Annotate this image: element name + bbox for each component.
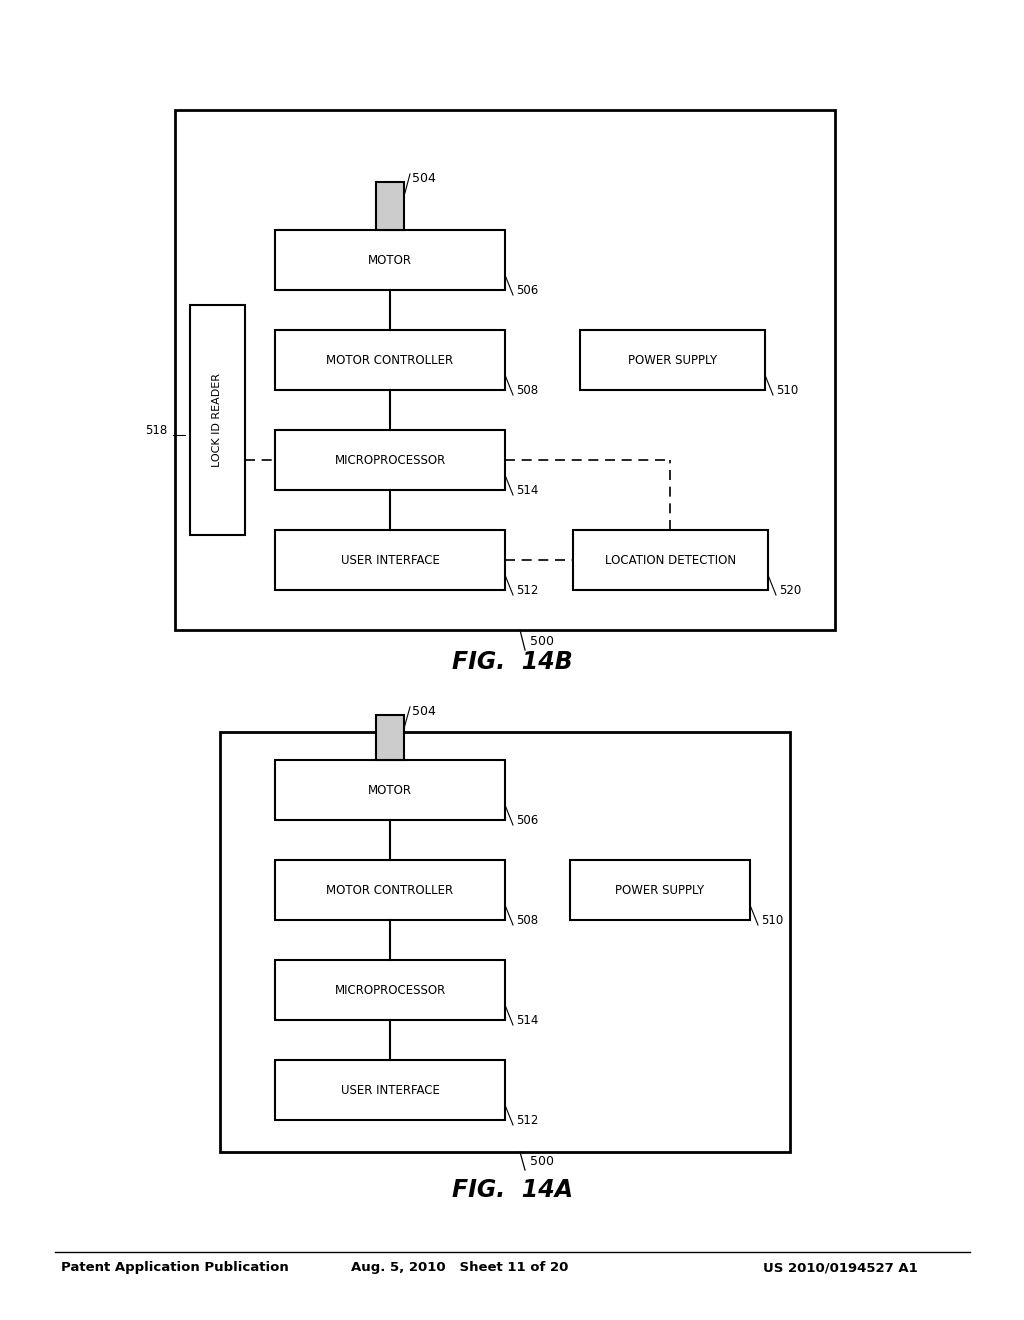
Text: FIG.  14B: FIG. 14B	[452, 649, 572, 675]
Text: MOTOR CONTROLLER: MOTOR CONTROLLER	[327, 354, 454, 367]
Text: 504: 504	[412, 705, 436, 718]
Bar	[275, 430, 505, 490]
Text: 500: 500	[530, 635, 554, 648]
Text: LOCK ID READER: LOCK ID READER	[212, 374, 222, 467]
Text: USER INTERFACE: USER INTERFACE	[341, 553, 439, 566]
Text: 500: 500	[530, 1155, 554, 1168]
Text: MICROPROCESSOR: MICROPROCESSOR	[335, 454, 445, 466]
Text: Patent Application Publication: Patent Application Publication	[61, 1262, 289, 1275]
Text: 504: 504	[412, 172, 436, 185]
Text: 514: 514	[516, 1014, 539, 1027]
Text: 518: 518	[144, 424, 167, 437]
Text: 512: 512	[516, 583, 539, 597]
Text: POWER SUPPLY: POWER SUPPLY	[628, 354, 717, 367]
Bar	[220, 733, 790, 1152]
Text: Aug. 5, 2010   Sheet 11 of 20: Aug. 5, 2010 Sheet 11 of 20	[351, 1262, 568, 1275]
Text: POWER SUPPLY: POWER SUPPLY	[615, 883, 705, 896]
Bar	[275, 960, 505, 1020]
Text: 512: 512	[516, 1114, 539, 1127]
Text: US 2010/0194527 A1: US 2010/0194527 A1	[763, 1262, 918, 1275]
Bar	[275, 230, 505, 290]
Text: 510: 510	[776, 384, 799, 397]
Text: USER INTERFACE: USER INTERFACE	[341, 1084, 439, 1097]
Text: FIG.  14A: FIG. 14A	[452, 1177, 572, 1203]
Text: 520: 520	[779, 583, 801, 597]
Bar	[580, 330, 765, 389]
Bar	[275, 760, 505, 820]
Text: 506: 506	[516, 284, 539, 297]
Text: MOTOR: MOTOR	[368, 253, 412, 267]
Bar	[190, 305, 245, 535]
Bar	[570, 861, 750, 920]
Bar	[275, 1060, 505, 1119]
Text: 514: 514	[516, 484, 539, 498]
Text: 508: 508	[516, 913, 539, 927]
Bar	[573, 531, 768, 590]
Text: MOTOR: MOTOR	[368, 784, 412, 796]
Text: 506: 506	[516, 814, 539, 828]
Text: 510: 510	[761, 913, 783, 927]
Text: MICROPROCESSOR: MICROPROCESSOR	[335, 983, 445, 997]
Bar	[275, 531, 505, 590]
Text: LOCATION DETECTION: LOCATION DETECTION	[605, 553, 736, 566]
Bar	[275, 861, 505, 920]
Text: MOTOR CONTROLLER: MOTOR CONTROLLER	[327, 883, 454, 896]
Bar	[376, 182, 404, 230]
Bar	[275, 330, 505, 389]
Bar	[175, 110, 835, 630]
Text: 508: 508	[516, 384, 539, 397]
Bar	[376, 715, 404, 760]
